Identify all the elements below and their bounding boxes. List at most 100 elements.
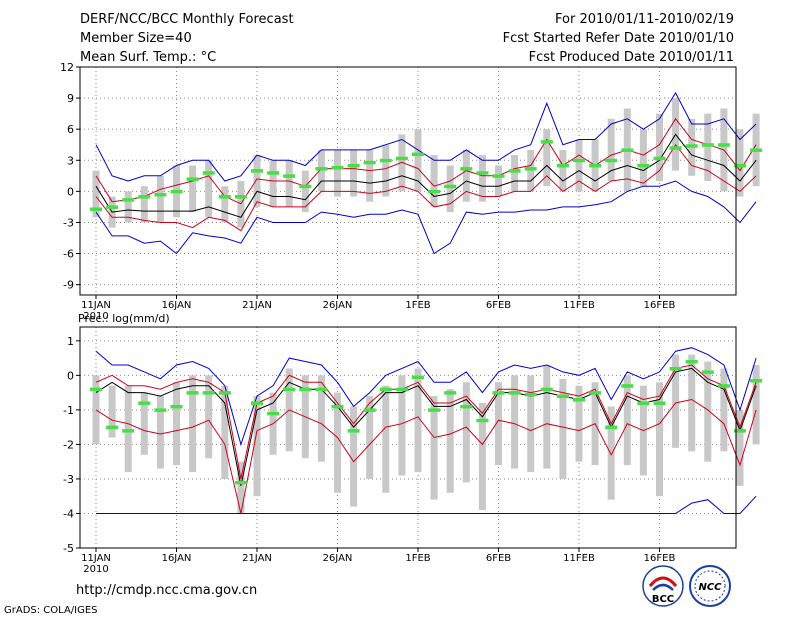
climatology-marker	[717, 143, 730, 147]
range-box	[414, 368, 422, 473]
range-box	[704, 361, 712, 462]
climatology-marker	[138, 195, 151, 199]
climatology-marker	[428, 189, 441, 194]
range-box	[205, 375, 213, 459]
range-box	[253, 396, 261, 497]
y-tick-label: 0	[67, 369, 74, 382]
range-box	[462, 149, 470, 202]
source-url[interactable]: http://cmdp.ncc.cma.gov.cn	[76, 583, 257, 598]
bcc-logo: BCC	[642, 565, 684, 607]
climatology-marker	[476, 418, 489, 423]
climatology-marker	[653, 156, 666, 161]
y-tick-label: -4	[63, 507, 74, 520]
range-box	[398, 134, 406, 192]
range-box	[495, 165, 502, 197]
climatology-marker	[444, 391, 457, 395]
climatology-marker	[251, 401, 263, 405]
climatology-marker	[170, 404, 183, 409]
climatology-marker	[90, 207, 102, 211]
range-box	[350, 406, 358, 507]
x-year-label: 2010	[83, 311, 108, 322]
range-box	[704, 113, 712, 181]
climatology-marker	[685, 144, 698, 148]
climatology-marker	[331, 166, 344, 170]
lower-inner-line	[95, 398, 757, 514]
range-box	[559, 149, 567, 192]
climatology-marker	[734, 429, 746, 433]
range-box	[527, 149, 535, 192]
upper-outer-line	[95, 91, 757, 182]
range-box	[607, 406, 615, 500]
climatology-marker	[589, 163, 602, 168]
climatology-marker	[218, 391, 231, 395]
climatology-marker	[122, 198, 135, 202]
x-tick-label: 11FEB	[563, 300, 595, 311]
climatology-marker	[524, 392, 537, 397]
range-box	[269, 160, 277, 207]
climatology-marker	[251, 169, 263, 173]
range-box	[366, 149, 374, 202]
range-box	[575, 139, 583, 192]
climatology-marker	[444, 184, 457, 189]
variable-label-temp: Mean Surf. Temp.: °C	[80, 50, 216, 65]
climatology-marker	[492, 391, 505, 395]
climatology-marker	[621, 148, 634, 152]
climatology-marker	[573, 398, 585, 402]
climatology-marker	[331, 404, 344, 409]
climatology-marker	[234, 195, 247, 199]
range-box	[350, 149, 358, 197]
range-box	[124, 385, 132, 473]
lower-outer-line	[96, 495, 757, 514]
x-tick-label: 6FEB	[486, 553, 511, 564]
x-tick-label: 1FEB	[405, 300, 430, 311]
plot-frame	[79, 326, 737, 549]
range-box	[173, 382, 180, 466]
range-box	[543, 129, 551, 187]
x-tick-label: 26JAN	[323, 553, 353, 564]
climatology-marker	[267, 411, 280, 416]
range-box	[720, 368, 728, 452]
climatology-marker	[750, 379, 763, 383]
climatology-marker	[170, 189, 183, 194]
range-box	[430, 396, 438, 500]
range-box	[639, 129, 647, 187]
range-box	[656, 113, 663, 181]
ensemble-mean-line	[95, 133, 757, 218]
climatology-marker	[218, 195, 231, 199]
climatology-marker	[315, 167, 328, 171]
range-box	[752, 364, 760, 445]
range-box	[156, 175, 164, 223]
climatology-marker	[363, 160, 376, 165]
range-box	[237, 461, 245, 514]
upper-inner-line	[95, 364, 757, 480]
climatology-marker	[605, 158, 618, 163]
y-tick-label: -3	[63, 216, 74, 229]
range-box	[317, 375, 325, 462]
y-tick-label: -9	[63, 279, 74, 292]
y-tick-label: 12	[60, 61, 74, 74]
range-box	[688, 354, 696, 452]
climatology-marker	[524, 167, 537, 171]
range-box	[430, 155, 438, 207]
forecast-period: For 2010/01/11-2010/02/19	[555, 12, 734, 27]
y-tick-label: 6	[67, 123, 74, 136]
climatology-marker	[395, 387, 408, 392]
climatology-marker	[508, 169, 521, 173]
lower-outer-line	[95, 180, 757, 255]
range-box	[527, 375, 535, 473]
range-box	[511, 155, 519, 192]
climatology-marker	[379, 387, 392, 392]
range-box	[511, 375, 519, 469]
climatology-marker	[283, 387, 296, 392]
range-box	[559, 378, 567, 479]
climatology-marker	[476, 171, 489, 175]
range-box	[446, 389, 454, 493]
range-box	[478, 155, 486, 202]
x-tick-label: 16FEB	[644, 300, 676, 311]
climatology-marker	[428, 408, 441, 412]
range-box	[398, 375, 406, 476]
range-box	[543, 364, 551, 469]
climatology-marker	[106, 205, 119, 209]
